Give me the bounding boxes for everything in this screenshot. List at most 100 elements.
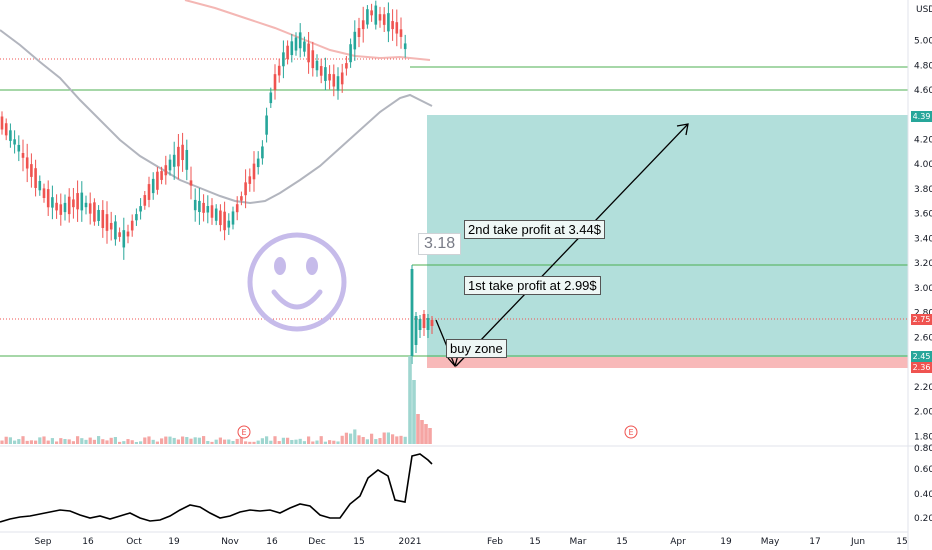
candle-body xyxy=(84,202,88,208)
volume-bar xyxy=(122,441,126,444)
volume-bar xyxy=(223,439,227,444)
volume-bar xyxy=(197,437,201,444)
buy-zone-label[interactable]: buy zone xyxy=(446,339,507,358)
time-tick-label: May xyxy=(761,537,780,547)
volume-bar xyxy=(126,439,130,444)
candle-body xyxy=(97,209,100,222)
time-tick-label: Sep xyxy=(35,537,52,547)
oscillator-axis[interactable]: 0.80 0.60 0.40 0.20 xyxy=(914,444,932,524)
volume-bar xyxy=(416,414,420,444)
candle-body xyxy=(181,144,184,161)
candle-body xyxy=(248,176,252,184)
volume-bar xyxy=(420,420,424,444)
candle-body xyxy=(332,74,336,87)
candle-body xyxy=(76,193,79,210)
candle-body xyxy=(13,139,16,145)
candle-body xyxy=(130,220,134,231)
candle-body xyxy=(361,20,365,30)
candle-body xyxy=(9,130,12,141)
candle-body xyxy=(4,123,8,136)
volume-bar xyxy=(424,424,428,444)
candle-body xyxy=(206,206,210,213)
candle-body xyxy=(403,43,407,50)
peak-price-callout[interactable]: 3.18 xyxy=(418,233,462,255)
take-profit-1-label[interactable]: 1st take profit at 2.99$ xyxy=(464,276,601,295)
volume-bar xyxy=(8,437,12,444)
candle-body xyxy=(46,189,50,208)
volume-bar xyxy=(4,436,8,444)
candle-body xyxy=(30,164,33,177)
candle-body xyxy=(370,10,373,16)
candle-body xyxy=(414,316,418,345)
osc-tick-label: 0.60 xyxy=(914,465,932,475)
volume-bar xyxy=(302,441,306,444)
volume-bar xyxy=(374,439,378,444)
candle-body xyxy=(382,14,386,25)
time-tick-label: 15 xyxy=(529,537,540,547)
candle-body xyxy=(311,50,315,69)
volume-bar xyxy=(286,437,290,444)
candle-body xyxy=(109,222,113,230)
time-tick-label: 19 xyxy=(168,537,180,547)
price-tick-label: 3.80 xyxy=(914,185,932,195)
loss-zone[interactable] xyxy=(427,357,908,368)
trend-arrow[interactable] xyxy=(435,123,689,368)
earnings-marker-2[interactable]: E xyxy=(624,425,638,439)
candle-body xyxy=(426,318,430,330)
candle-body xyxy=(93,202,96,222)
volume-bar xyxy=(118,441,122,444)
candle-body xyxy=(63,202,67,213)
volume-bar xyxy=(323,441,327,444)
smiley-face-drawing[interactable] xyxy=(247,232,347,332)
volume-bar xyxy=(307,436,311,444)
moving-average-slow[interactable] xyxy=(184,0,431,61)
candle-body xyxy=(294,37,298,51)
time-axis[interactable]: Sep 16 Oct 19 Nov 16 Dec 15 2021 Feb 15 Mar 15 Apr 19 M… xyxy=(35,537,908,547)
volume-bar xyxy=(218,437,222,444)
price-tick-label: 3.20 xyxy=(914,259,932,269)
volume-bar xyxy=(357,435,361,444)
volume-bar xyxy=(412,380,416,444)
price-tick-label: 1.80 xyxy=(914,432,932,442)
candle-body xyxy=(307,43,310,63)
volume-bar xyxy=(67,439,71,444)
volume-bar xyxy=(13,440,17,444)
candle-body xyxy=(244,182,247,196)
candle-body xyxy=(418,319,422,330)
take-profit-2-label[interactable]: 2nd take profit at 3.44$ xyxy=(464,220,605,239)
volume-bar xyxy=(50,438,54,444)
osc-tick-label: 0.40 xyxy=(914,490,932,500)
candle-body xyxy=(210,205,214,218)
price-tick-label: 3.00 xyxy=(914,284,932,294)
time-tick-label: 16 xyxy=(266,537,278,547)
volume-bar xyxy=(370,433,374,444)
candle-body xyxy=(227,220,231,228)
volume-bar xyxy=(336,441,340,444)
earnings-marker-1[interactable]: E xyxy=(237,425,251,439)
candle-body xyxy=(185,149,189,170)
candle-body xyxy=(387,13,390,32)
volume-bar xyxy=(361,436,365,444)
volume-bar xyxy=(210,441,214,444)
candlestick-series[interactable] xyxy=(0,0,434,364)
volume-bar xyxy=(428,428,432,444)
candle-body xyxy=(143,195,147,206)
candle-body xyxy=(252,163,256,180)
volume-bar xyxy=(281,437,285,444)
volume-bar xyxy=(328,440,332,444)
volume-bar xyxy=(315,440,319,444)
time-tick-label: 15 xyxy=(616,537,627,547)
price-axis[interactable]: 5.00 4.80 4.60 4.20 4.00 3.80 3.60 3.40 3.20 3.00… xyxy=(914,37,932,443)
candle-body xyxy=(303,41,306,52)
volume-bar xyxy=(260,438,264,444)
candle-body xyxy=(231,211,235,225)
oscillator-line[interactable] xyxy=(0,453,433,523)
volume-bar xyxy=(185,437,189,444)
svg-text:E: E xyxy=(241,428,246,437)
volume-bars xyxy=(0,356,432,444)
time-tick-label: 15 xyxy=(353,537,364,547)
price-tag: 2.75 xyxy=(911,313,932,325)
candle-body xyxy=(172,154,176,167)
moving-average-fast[interactable] xyxy=(0,29,433,205)
